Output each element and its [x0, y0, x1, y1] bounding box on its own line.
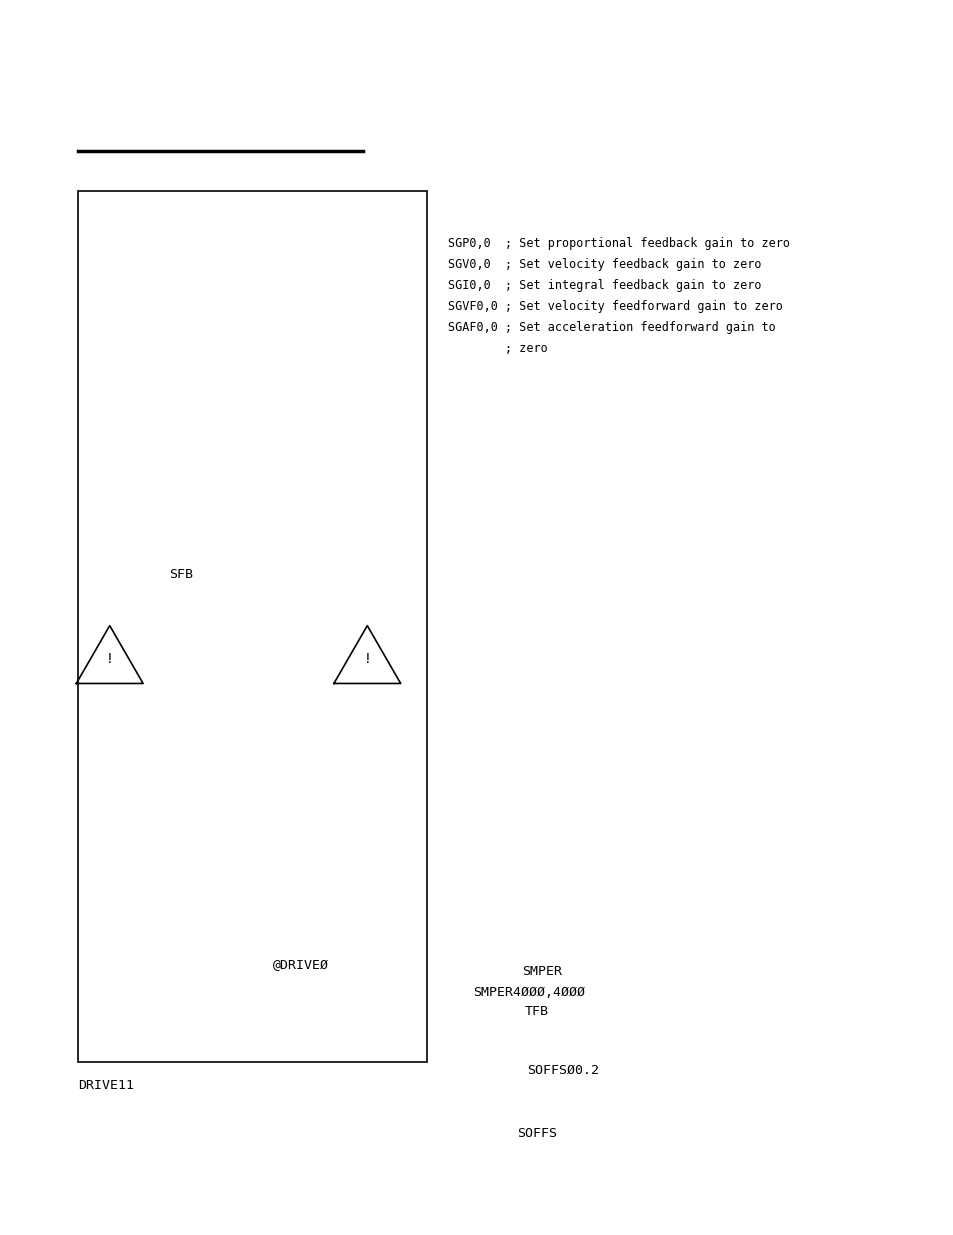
Text: SGVF0,0 ; Set velocity feedforward gain to zero: SGVF0,0 ; Set velocity feedforward gain …	[448, 300, 782, 314]
Text: !: !	[364, 652, 370, 666]
Text: SMPER4ØØØ,4ØØØ: SMPER4ØØØ,4ØØØ	[473, 987, 585, 999]
Text: SGAF0,0 ; Set acceleration feedforward gain to: SGAF0,0 ; Set acceleration feedforward g…	[448, 321, 776, 335]
Text: TFB: TFB	[524, 1005, 549, 1018]
Text: !: !	[107, 652, 112, 666]
Text: SFB: SFB	[169, 568, 193, 580]
Text: @DRIVEØ: @DRIVEØ	[273, 960, 328, 972]
Text: DRIVE11: DRIVE11	[78, 1079, 134, 1092]
Text: SGV0,0  ; Set velocity feedback gain to zero: SGV0,0 ; Set velocity feedback gain to z…	[448, 258, 761, 272]
Text: SMPER: SMPER	[521, 966, 561, 978]
Text: SOFFSØ0.2: SOFFSØ0.2	[526, 1065, 598, 1077]
Text: SGP0,0  ; Set proportional feedback gain to zero: SGP0,0 ; Set proportional feedback gain …	[448, 237, 789, 251]
Text: ; zero: ; zero	[448, 342, 548, 356]
Text: SGI0,0  ; Set integral feedback gain to zero: SGI0,0 ; Set integral feedback gain to z…	[448, 279, 761, 293]
Text: SOFFS: SOFFS	[517, 1128, 557, 1140]
Bar	[78, 191, 427, 1062]
